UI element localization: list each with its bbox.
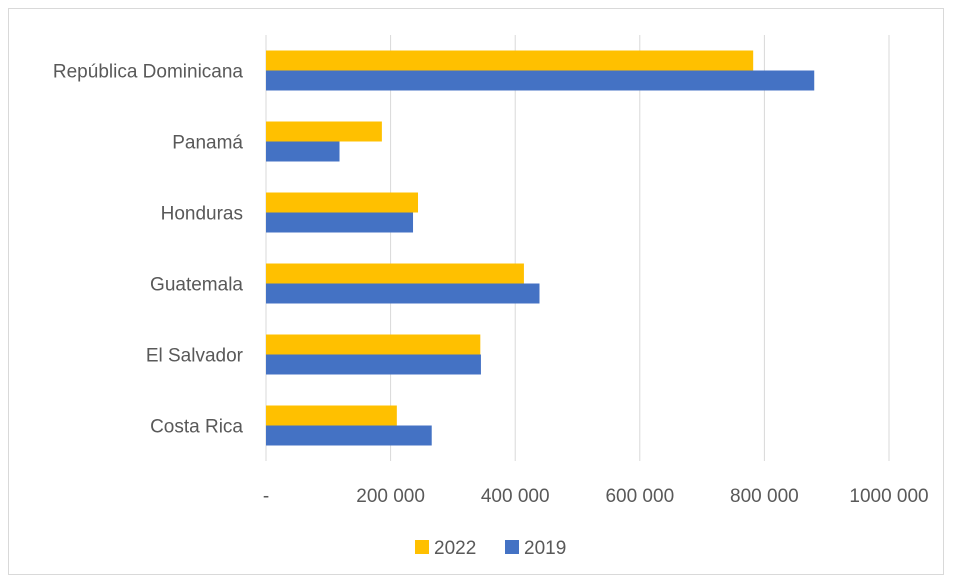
x-tick-label: 400 000 <box>481 486 550 507</box>
x-tick-label: - <box>263 486 269 507</box>
bar-2019 <box>266 354 481 375</box>
bar-2019 <box>266 283 540 304</box>
category-label: República Dominicana <box>53 62 244 83</box>
bar-2019 <box>266 212 414 233</box>
x-tick-label: 200 000 <box>356 486 425 507</box>
bar-2022 <box>266 405 397 426</box>
bar-2019 <box>266 425 432 446</box>
category-label: El Salvador <box>146 346 244 367</box>
bar-2022 <box>266 121 382 142</box>
legend: 2022 2019 <box>415 538 566 559</box>
bar-2019 <box>266 141 340 162</box>
bar-2022 <box>266 334 481 355</box>
legend-label: 2019 <box>524 538 566 559</box>
legend-label: 2022 <box>434 538 476 559</box>
x-tick-label: 600 000 <box>605 486 674 507</box>
bar-2022 <box>266 50 754 71</box>
bar-2022 <box>266 192 419 213</box>
legend-swatch <box>415 540 429 554</box>
x-tick-label: 800 000 <box>730 486 799 507</box>
category-label: Honduras <box>161 204 243 225</box>
gridlines <box>265 35 890 461</box>
bar-2019 <box>266 70 815 91</box>
bar-2022 <box>266 263 524 284</box>
x-tick-label: 1000 000 <box>849 486 928 507</box>
bars <box>266 50 815 446</box>
legend-swatch <box>505 540 519 554</box>
category-label: Panamá <box>172 133 243 154</box>
x-tick-labels: - 200 000 400 000 600 000 800 000 1000 000 <box>263 486 929 507</box>
category-label: Guatemala <box>150 275 243 296</box>
category-label: Costa Rica <box>150 417 243 438</box>
category-labels: Costa Rica El Salvador Guatemala Honduras Pa… <box>53 62 244 438</box>
